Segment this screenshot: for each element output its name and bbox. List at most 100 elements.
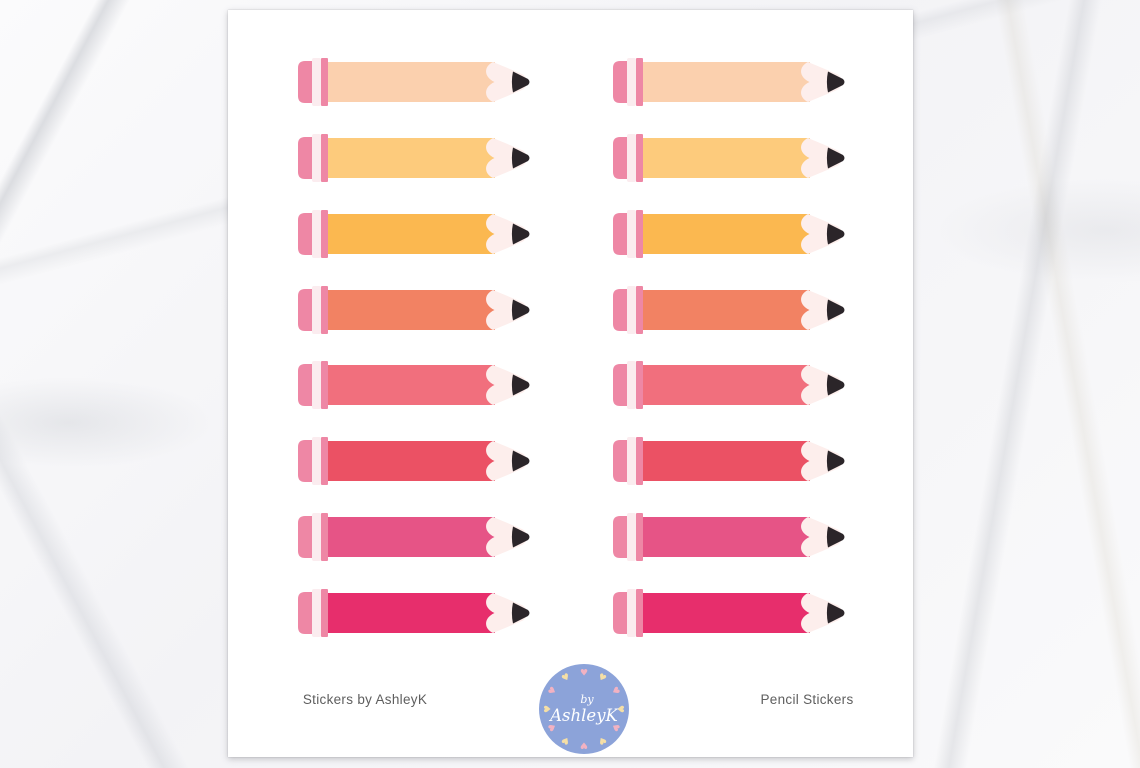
pencil-eraser [298,592,313,634]
pencil-sticker-light-orange [612,134,848,182]
pencil-wood-tip [801,138,843,178]
pencil-eraser [613,137,628,179]
pencil-graphite-tip [511,450,530,472]
pencil-ferrule-light-band [312,589,321,637]
logo-heart-icon: ♥ [615,705,625,713]
logo-heart-icon: ♥ [580,740,588,750]
pencil-graphite-tip [826,374,845,396]
shop-logo: ♥ ♥ ♥ ♥ ♥ ♥ ♥ ♥ ♥ ♥ ♥ ♥ by AshleyK [538,663,630,755]
pencil-eraser [613,440,628,482]
pencil-ferrule-pink-band [321,361,328,409]
pencil-eraser [613,61,628,103]
logo-heart-icon: ♥ [544,705,554,713]
pencil-ferrule-pink-band [636,134,643,182]
pencil-body [328,517,495,557]
pencil-graphite-tip [511,526,530,548]
pencil-sticker-salmon-pink [297,361,533,409]
product-name-caption: Pencil Stickers [760,692,854,707]
pencil-graphite-tip [826,223,845,245]
pencil-body [643,214,810,254]
pencil-ferrule-light-band [312,513,321,561]
pencil-ferrule-light-band [312,437,321,485]
pencil-sticker-red-pink [612,437,848,485]
logo-heart-icon: ♥ [596,672,608,685]
pencil-sticker-peach [612,58,848,106]
pencil-eraser [298,364,313,406]
pencil-body [643,593,810,633]
pencil-ferrule-pink-band [321,437,328,485]
pencil-ferrule-pink-band [321,589,328,637]
pencil-eraser [613,213,628,255]
pencil-graphite-tip [826,450,845,472]
pencil-ferrule-light-band [627,589,636,637]
pencil-wood-tip [486,62,528,102]
shop-name-caption: Stickers by AshleyK [302,692,428,707]
pencil-sticker-peach [297,58,533,106]
pencil-graphite-tip [511,147,530,169]
logo-heart-icon: ♥ [596,733,608,746]
pencil-ferrule-pink-band [321,134,328,182]
logo-heart-icon: ♥ [547,721,560,733]
pencil-body [643,138,810,178]
logo-heart-icon: ♥ [580,669,588,679]
pencil-sticker-magenta-pink [612,589,848,637]
pencil-ferrule-light-band [312,134,321,182]
pencil-ferrule-light-band [627,513,636,561]
logo-text-by: by [580,693,594,706]
pencil-graphite-tip [826,602,845,624]
logo-heart-icon: ♥ [560,733,572,746]
pencil-wood-tip [486,290,528,330]
pencil-ferrule-light-band [627,134,636,182]
pencil-eraser [613,592,628,634]
pencil-eraser [298,516,313,558]
pencil-ferrule-pink-band [321,286,328,334]
pencil-eraser [613,516,628,558]
logo-heart-icon: ♥ [608,685,621,697]
pencil-eraser [298,289,313,331]
pencil-graphite-tip [826,147,845,169]
pencil-ferrule-light-band [312,210,321,258]
pencil-sticker-red-pink [297,437,533,485]
pencil-eraser [298,61,313,103]
pencil-wood-tip [486,214,528,254]
pencil-ferrule-pink-band [636,437,643,485]
pencil-sticker-orange [612,210,848,258]
pencil-wood-tip [486,441,528,481]
pencil-wood-tip [801,517,843,557]
pencil-body [643,517,810,557]
pencil-graphite-tip [511,71,530,93]
logo-text-name: AshleyK [548,706,619,725]
pencil-body [328,290,495,330]
pencil-graphite-tip [826,71,845,93]
pencil-eraser [298,137,313,179]
pencil-body [643,365,810,405]
pencil-wood-tip [486,138,528,178]
pencil-ferrule-pink-band [321,513,328,561]
pencil-wood-tip [486,517,528,557]
pencil-body [328,138,495,178]
pencil-wood-tip [801,290,843,330]
logo-heart-ring: ♥ ♥♥♥♥♥♥♥♥♥♥♥ [544,669,625,750]
pencil-ferrule-light-band [627,286,636,334]
pencil-graphite-tip [826,299,845,321]
pencil-ferrule-pink-band [636,210,643,258]
pencil-wood-tip [801,441,843,481]
pencil-graphite-tip [511,602,530,624]
pencil-ferrule-light-band [312,286,321,334]
pencil-eraser [298,213,313,255]
logo-heart-icon: ♥ [547,685,560,697]
pencil-eraser [613,364,628,406]
pencil-wood-tip [486,365,528,405]
pencil-graphite-tip [511,374,530,396]
pencil-body [328,62,495,102]
pencil-sticker-rose-pink [612,513,848,561]
pencil-ferrule-light-band [312,361,321,409]
pencil-body [643,441,810,481]
logo-heart-icon: ♥ [560,672,572,685]
pencil-ferrule-light-band [627,361,636,409]
pencil-ferrule-pink-band [636,513,643,561]
pencil-ferrule-pink-band [636,589,643,637]
pencil-sticker-coral [612,286,848,334]
pencil-sticker-orange [297,210,533,258]
